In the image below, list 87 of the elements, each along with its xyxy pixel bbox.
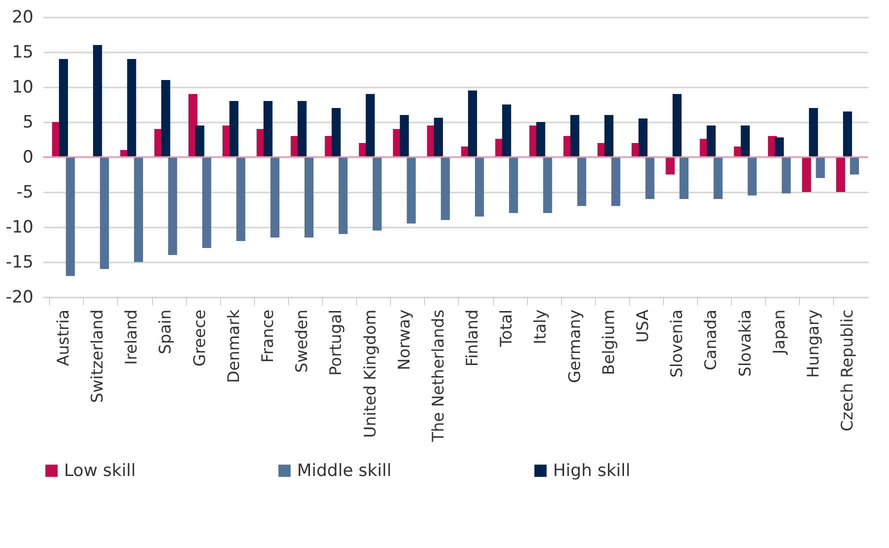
bar bbox=[440, 157, 450, 220]
bar bbox=[802, 157, 812, 192]
bar bbox=[100, 157, 109, 269]
x-tick-label: Total bbox=[496, 310, 516, 348]
x-tick-label: The Netherlands bbox=[428, 310, 448, 443]
x-tick-label: USA bbox=[633, 309, 652, 343]
bar bbox=[332, 108, 341, 157]
y-tick-label: 20 bbox=[12, 8, 34, 28]
bar bbox=[236, 157, 246, 241]
x-tick-label: Portugal bbox=[326, 310, 346, 376]
bar bbox=[666, 157, 675, 174]
bar bbox=[611, 157, 620, 206]
x-tick-label: Italy bbox=[530, 310, 550, 344]
legend-label: Middle skill bbox=[297, 460, 392, 481]
bar bbox=[434, 118, 443, 157]
bar bbox=[536, 122, 546, 157]
bar bbox=[748, 157, 757, 196]
y-tick-label: 5 bbox=[22, 112, 34, 132]
x-tick-label: Greece bbox=[190, 310, 209, 366]
bar bbox=[298, 101, 307, 157]
bar bbox=[808, 108, 818, 157]
bar bbox=[604, 115, 614, 157]
bar bbox=[843, 112, 852, 157]
bar bbox=[836, 157, 846, 192]
x-tick-label: Austria bbox=[53, 310, 72, 366]
bar bbox=[714, 157, 723, 199]
y-tick-label: -15 bbox=[6, 252, 34, 272]
bar bbox=[195, 126, 204, 157]
x-tick-label: Slovenia bbox=[667, 310, 686, 378]
bar bbox=[406, 157, 416, 224]
bar bbox=[168, 157, 178, 255]
x-tick-label: Finland bbox=[462, 310, 482, 367]
bar bbox=[816, 157, 825, 178]
bar bbox=[638, 118, 648, 157]
bar bbox=[468, 90, 478, 157]
x-tick-label: Switzerland bbox=[88, 310, 107, 403]
x-tick-label: Belgium bbox=[598, 310, 618, 376]
bar bbox=[229, 101, 238, 157]
bar bbox=[161, 80, 170, 157]
bar bbox=[270, 157, 280, 238]
bar bbox=[672, 94, 682, 157]
x-tick-label: Canada bbox=[701, 310, 720, 370]
bar bbox=[577, 157, 586, 206]
y-tick-label: 0 bbox=[22, 148, 34, 168]
bar bbox=[774, 137, 784, 157]
x-tick-label: Ireland bbox=[122, 310, 141, 365]
legend-label: Low skill bbox=[64, 460, 136, 481]
bar bbox=[202, 157, 212, 248]
x-tick-label: Denmark bbox=[224, 308, 243, 384]
x-tick-label: Germany bbox=[564, 310, 584, 384]
x-tick-label: Japan bbox=[769, 310, 788, 356]
y-tick-label: 10 bbox=[12, 78, 34, 98]
x-tick-label: France bbox=[258, 310, 277, 363]
bar bbox=[740, 126, 750, 157]
bar bbox=[66, 157, 75, 276]
x-tick-label: Sweden bbox=[292, 310, 312, 373]
legend-label: High skill bbox=[553, 460, 630, 481]
bar bbox=[782, 157, 791, 194]
x-tick-label: Slovakia bbox=[735, 310, 754, 377]
bar bbox=[366, 94, 375, 157]
bar bbox=[400, 115, 409, 157]
x-tick-label: Czech Republic bbox=[838, 310, 857, 432]
x-tick-label: Norway bbox=[394, 310, 414, 370]
bar bbox=[645, 157, 654, 199]
bar bbox=[706, 126, 716, 157]
bar bbox=[850, 157, 859, 174]
bar bbox=[543, 157, 552, 213]
bar bbox=[338, 157, 348, 234]
bar bbox=[134, 157, 144, 262]
bar bbox=[474, 157, 484, 216]
bar bbox=[679, 157, 688, 199]
bar bbox=[264, 101, 272, 157]
bar bbox=[304, 157, 314, 238]
x-tick-label: Spain bbox=[156, 310, 175, 354]
y-tick-label: -10 bbox=[6, 218, 34, 238]
bar bbox=[372, 157, 382, 230]
bar bbox=[502, 104, 512, 157]
bar bbox=[127, 59, 136, 157]
y-tick-label: -5 bbox=[16, 182, 34, 202]
y-tick-label: -20 bbox=[6, 288, 34, 308]
x-tick-label: Hungary bbox=[803, 310, 822, 378]
bar bbox=[570, 115, 580, 157]
y-tick-label: 15 bbox=[12, 42, 34, 62]
bar bbox=[58, 59, 68, 157]
bar bbox=[93, 45, 102, 157]
x-tick-label: United Kingdom bbox=[360, 310, 380, 438]
bar bbox=[509, 157, 518, 213]
